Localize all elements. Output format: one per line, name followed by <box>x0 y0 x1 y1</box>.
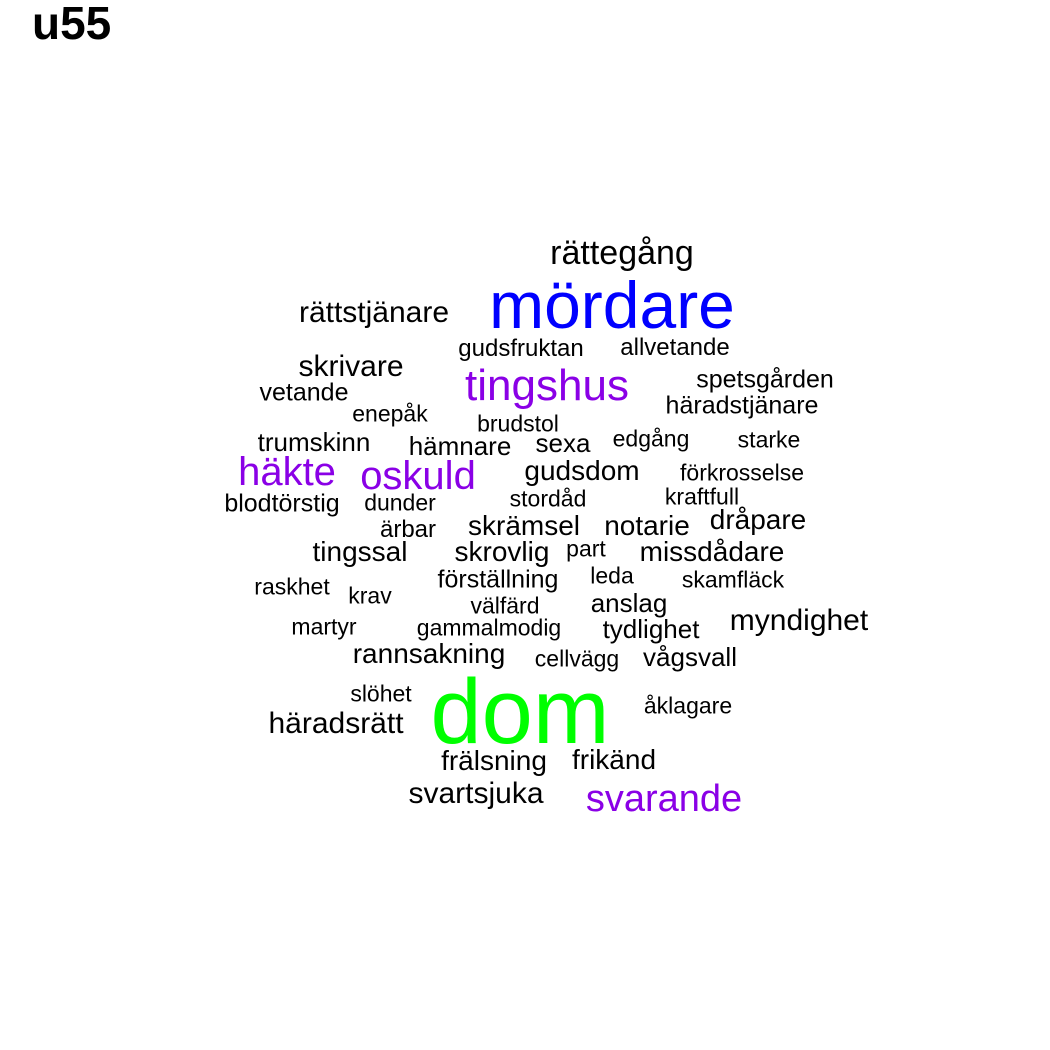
word-starke: starke <box>737 426 801 453</box>
word-martyr: martyr <box>291 613 357 640</box>
word-notarie: notarie <box>604 510 690 541</box>
word-dom: dom <box>430 661 610 763</box>
word-enepåk: enepåk <box>352 400 428 427</box>
word-kraftfull: kraftfull <box>664 483 740 510</box>
word-häkte: häkte <box>238 450 336 494</box>
word-svartsjuka: svartsjuka <box>408 777 544 810</box>
word-hämnare: hämnare <box>408 431 512 461</box>
word-gudsfruktan: gudsfruktan <box>458 335 584 362</box>
word-gudsdom: gudsdom <box>524 455 640 486</box>
word-rättstjänare: rättstjänare <box>298 296 450 329</box>
word-brudstol: brudstol <box>477 410 559 437</box>
word-trumskinn: trumskinn <box>257 427 371 457</box>
word-stordåd: stordåd <box>509 485 587 512</box>
word-förställning: förställning <box>437 565 559 594</box>
word-vågsvall: vågsvall <box>643 642 737 672</box>
word-edgång: edgång <box>612 425 690 452</box>
word-tingshus: tingshus <box>465 361 629 410</box>
word-slöhet: slöhet <box>350 680 412 707</box>
word-rättegång: rättegång <box>550 234 694 272</box>
word-skrämsel: skrämsel <box>467 510 581 541</box>
word-förkrosselse: förkrosselse <box>680 459 804 486</box>
word-skrovlig: skrovlig <box>454 536 550 567</box>
word-vetande: vetande <box>259 378 349 407</box>
word-tydlighet: tydlighet <box>602 614 700 644</box>
word-frikänd: frikänd <box>571 744 657 775</box>
word-raskhet: raskhet <box>254 573 330 600</box>
word-missdådare: missdådare <box>639 536 785 567</box>
word-häradstjänare: häradstjänare <box>665 391 819 420</box>
word-skamfläck: skamfläck <box>681 566 785 593</box>
word-sexa: sexa <box>535 428 591 458</box>
word-part: part <box>566 535 606 562</box>
plot-title: u55 <box>32 0 112 49</box>
word-åklagare: åklagare <box>643 692 733 719</box>
word-skrivare: skrivare <box>298 350 404 383</box>
word-cellvägg: cellvägg <box>534 645 620 672</box>
word-dråpare: dråpare <box>709 504 807 535</box>
word-mördare: mördare <box>489 268 735 342</box>
word-blodtörstig: blodtörstig <box>224 489 340 518</box>
word-svarande: svarande <box>585 778 743 820</box>
word-tingssal: tingssal <box>312 536 408 567</box>
word-spetsgården: spetsgården <box>696 365 834 394</box>
word-anslag: anslag <box>590 588 668 618</box>
word-frälsning: frälsning <box>441 745 547 776</box>
word-häradsrätt: häradsrätt <box>268 707 404 740</box>
word-gammalmodig: gammalmodig <box>416 614 562 641</box>
word-oskuld: oskuld <box>360 454 476 498</box>
word-dunder: dunder <box>364 489 436 516</box>
word-välfärd: välfärd <box>470 592 540 619</box>
word-rannsakning: rannsakning <box>352 638 506 669</box>
word-leda: leda <box>590 562 634 589</box>
word-allvetande: allvetande <box>620 334 730 361</box>
word-krav: krav <box>348 582 392 609</box>
word-myndighet: myndighet <box>729 604 869 637</box>
word-ärbar: ärbar <box>379 516 437 543</box>
